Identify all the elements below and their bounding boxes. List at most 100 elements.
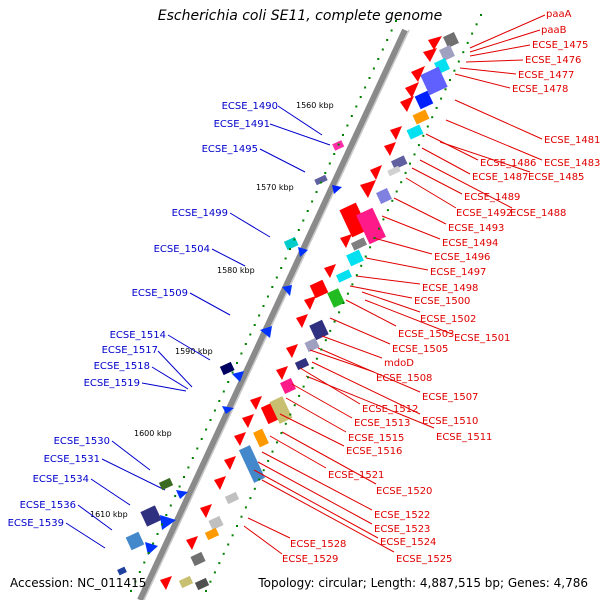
gene-feature[interactable] xyxy=(356,207,386,245)
gene-feature[interactable] xyxy=(332,185,342,194)
gene-feature[interactable] xyxy=(412,109,430,125)
gene-feature[interactable] xyxy=(443,32,459,48)
gene-feature[interactable] xyxy=(390,155,408,170)
gene-feature[interactable] xyxy=(390,126,402,140)
gene-feature[interactable] xyxy=(309,279,329,299)
gene-feature[interactable] xyxy=(282,285,292,296)
gene-feature[interactable] xyxy=(346,249,364,267)
gene-feature[interactable] xyxy=(304,337,320,353)
gene-label[interactable]: ECSE_1497 xyxy=(430,267,486,278)
gene-label[interactable]: ECSE_1509 xyxy=(132,288,188,299)
gene-feature[interactable] xyxy=(350,237,368,251)
gene-label[interactable]: ECSE_1492 xyxy=(456,208,512,219)
gene-feature[interactable] xyxy=(260,326,272,338)
gene-feature[interactable] xyxy=(219,361,235,376)
gene-feature[interactable] xyxy=(125,531,145,551)
gene-feature[interactable] xyxy=(117,566,127,576)
gene-label[interactable]: ECSE_1495 xyxy=(202,144,258,155)
gene-label[interactable]: ECSE_1534 xyxy=(33,474,89,485)
gene-label[interactable]: ECSE_1515 xyxy=(348,433,404,444)
gene-label[interactable]: ECSE_1525 xyxy=(396,554,452,565)
gene-feature[interactable] xyxy=(214,476,226,490)
gene-feature[interactable] xyxy=(204,527,220,541)
gene-label[interactable]: ECSE_1536 xyxy=(20,500,76,511)
gene-feature[interactable] xyxy=(222,406,234,414)
gene-label[interactable]: ECSE_1501 xyxy=(454,333,510,344)
gene-feature[interactable] xyxy=(208,515,224,531)
gene-label[interactable]: ECSE_1507 xyxy=(422,392,478,403)
gene-label[interactable]: ECSE_1518 xyxy=(94,361,150,372)
gene-feature[interactable] xyxy=(178,575,194,589)
gene-feature[interactable] xyxy=(283,236,299,251)
gene-label[interactable]: ECSE_1475 xyxy=(532,40,588,51)
gene-label[interactable]: ECSE_1493 xyxy=(448,223,504,234)
gene-label[interactable]: ECSE_1494 xyxy=(442,238,498,249)
gene-label[interactable]: ECSE_1529 xyxy=(282,554,338,565)
gene-feature[interactable] xyxy=(253,428,269,448)
gene-label[interactable]: ECSE_1496 xyxy=(434,252,490,263)
gene-label[interactable]: ECSE_1520 xyxy=(376,486,432,497)
gene-feature[interactable] xyxy=(406,124,424,140)
gene-feature[interactable] xyxy=(376,188,392,204)
gene-feature[interactable] xyxy=(238,445,266,483)
gene-label[interactable]: ECSE_1505 xyxy=(392,344,448,355)
gene-label[interactable]: paaB xyxy=(541,25,567,36)
gene-label[interactable]: ECSE_1490 xyxy=(222,101,278,112)
gene-feature[interactable] xyxy=(324,264,336,278)
gene-label[interactable]: ECSE_1499 xyxy=(172,208,228,219)
gene-label[interactable]: ECSE_1531 xyxy=(44,454,100,465)
gene-feature[interactable] xyxy=(304,296,316,310)
gene-label[interactable]: ECSE_1486 xyxy=(480,158,536,169)
gene-feature[interactable] xyxy=(224,491,240,505)
gene-label[interactable]: ECSE_1503 xyxy=(398,329,454,340)
gene-feature[interactable] xyxy=(232,371,244,382)
gene-feature[interactable] xyxy=(250,396,262,410)
gene-feature[interactable] xyxy=(400,96,414,112)
gene-feature[interactable] xyxy=(296,314,308,328)
gene-label[interactable]: ECSE_1478 xyxy=(512,84,568,95)
gene-feature[interactable] xyxy=(309,319,329,341)
gene-feature[interactable] xyxy=(286,344,298,358)
gene-feature[interactable] xyxy=(186,536,198,550)
gene-label[interactable]: ECSE_1504 xyxy=(154,244,210,255)
gene-feature[interactable] xyxy=(298,247,308,257)
gene-feature[interactable] xyxy=(335,269,353,283)
gene-feature[interactable] xyxy=(339,202,369,238)
gene-feature[interactable] xyxy=(140,505,162,527)
gene-label[interactable]: ECSE_1477 xyxy=(518,70,574,81)
gene-feature[interactable] xyxy=(340,234,352,248)
gene-label[interactable]: ECSE_1476 xyxy=(525,55,581,66)
gene-feature[interactable] xyxy=(242,414,254,428)
gene-feature[interactable] xyxy=(439,45,455,61)
gene-label[interactable]: ECSE_1530 xyxy=(54,436,110,447)
gene-feature[interactable] xyxy=(276,366,288,380)
gene-feature[interactable] xyxy=(234,432,246,446)
gene-label[interactable]: ECSE_1487 xyxy=(472,172,528,183)
gene-label[interactable]: ECSE_1510 xyxy=(422,416,478,427)
gene-label[interactable]: ECSE_1485 xyxy=(528,172,584,183)
gene-label[interactable]: ECSE_1523 xyxy=(374,524,430,535)
gene-feature[interactable] xyxy=(387,165,401,177)
gene-feature[interactable] xyxy=(405,82,419,98)
gene-label[interactable]: ECSE_1516 xyxy=(346,446,402,457)
gene-label[interactable]: ECSE_1512 xyxy=(362,404,418,415)
gene-label[interactable]: ECSE_1483 xyxy=(544,158,600,169)
gene-feature[interactable] xyxy=(190,551,206,567)
gene-feature[interactable] xyxy=(294,357,310,371)
gene-label[interactable]: ECSE_1491 xyxy=(214,119,270,130)
gene-label[interactable]: ECSE_1500 xyxy=(414,296,470,307)
gene-feature[interactable] xyxy=(360,180,376,198)
gene-feature[interactable] xyxy=(280,378,296,394)
gene-label[interactable]: mdoD xyxy=(384,358,414,369)
gene-label[interactable]: ECSE_1508 xyxy=(376,373,432,384)
gene-label[interactable]: ECSE_1522 xyxy=(374,510,430,521)
gene-feature[interactable] xyxy=(428,36,442,50)
gene-label[interactable]: ECSE_1521 xyxy=(328,470,384,481)
gene-feature[interactable] xyxy=(224,456,236,470)
gene-feature[interactable] xyxy=(145,542,158,555)
gene-label[interactable]: ECSE_1498 xyxy=(422,283,478,294)
gene-feature[interactable] xyxy=(327,288,345,308)
gene-label[interactable]: ECSE_1488 xyxy=(510,208,566,219)
gene-feature[interactable] xyxy=(194,577,210,591)
gene-label[interactable]: ECSE_1511 xyxy=(436,432,492,443)
